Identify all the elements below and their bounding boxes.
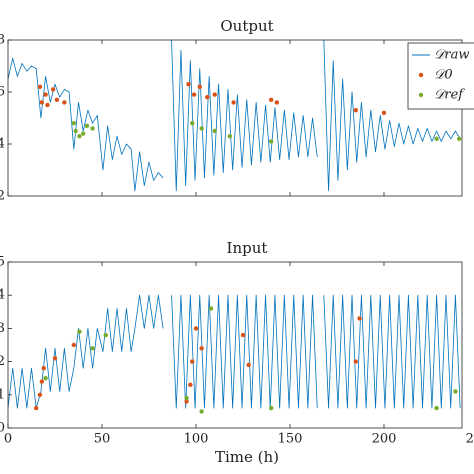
x-tick-label: 0 [4,432,12,447]
data-point [37,392,43,397]
data-point [193,326,199,331]
data-point [434,405,439,411]
y-tick-label: 8 [0,33,5,48]
data-point [71,342,76,348]
plot-area [8,40,462,192]
y-tick-label: 4 [0,137,5,152]
x-axis-label: Time (h) [215,448,279,466]
data-point [77,134,82,139]
plot-area [8,294,461,414]
data-point [208,306,214,311]
data-point [43,92,48,97]
data-point [90,346,95,351]
data-point [274,100,280,105]
data-point [45,102,50,108]
data-point [43,376,48,381]
legend-label: 𝒟0 [434,68,453,83]
data-point [190,359,195,364]
data-point [190,121,195,126]
data-point [268,97,274,103]
y-tick-label: 0 [0,421,5,436]
x-tick-label: 250 [466,432,474,447]
raw-line [8,294,461,409]
data-point [353,108,358,113]
data-point [54,97,60,103]
data-point [205,95,210,100]
x-tick-label: 50 [94,432,111,447]
data-point [212,92,217,97]
data-point [39,379,45,384]
data-point [39,100,45,105]
data-point [353,359,358,364]
legend-box [407,42,474,110]
data-point [199,126,204,131]
data-point [73,128,78,134]
data-point [184,399,189,404]
data-point [71,121,76,126]
data-point [246,362,251,368]
data-point [231,100,236,105]
x-tick-label: 100 [184,432,209,447]
data-point [33,405,39,411]
y-tick-label: 1 [0,387,5,402]
legend-label: 𝒟raw [434,48,469,63]
data-point [37,84,43,90]
data-point [357,316,362,321]
data-point [268,405,274,411]
data-point [80,131,86,136]
data-point [227,134,233,139]
data-point [240,332,246,338]
data-point [453,389,458,394]
data-point [268,139,274,144]
chart-title: Output [220,17,273,35]
y-tick-label: 5 [0,255,5,270]
legend-marker [418,72,424,78]
data-point [186,82,191,87]
data-point [77,329,82,334]
data-point [199,409,204,414]
raw-line [8,40,461,192]
data-point [103,332,108,338]
y-tick-label: 2 [0,189,5,204]
data-point [62,100,67,105]
y-tick-label: 2 [0,354,5,369]
data-point [199,346,204,351]
data-point [50,87,56,92]
data-point [84,123,90,128]
legend-label: 𝒟ref [434,88,465,103]
data-point [212,128,217,134]
data-point [434,136,439,141]
chart-title: Input [227,239,268,257]
data-point [381,110,387,116]
data-point [197,84,202,90]
data-point [456,136,462,141]
data-point [90,126,95,131]
data-point [188,382,193,388]
axes-frame [7,39,463,197]
data-point [191,92,197,97]
y-tick-label: 6 [0,85,5,100]
data-point [41,366,46,371]
data-point [52,356,58,361]
data-point [184,395,189,401]
x-tick-label: 150 [278,432,303,447]
x-tick-label: 200 [372,432,397,447]
y-tick-label: 4 [0,288,5,303]
y-tick-label: 3 [0,321,5,336]
legend-marker [418,92,424,98]
axes-frame [7,261,463,429]
